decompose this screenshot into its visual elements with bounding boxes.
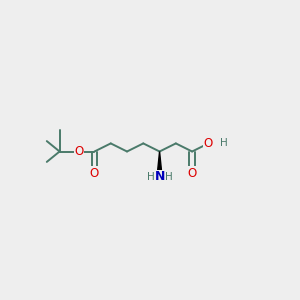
Text: H: H [147, 172, 154, 182]
Text: H: H [164, 172, 172, 182]
Text: O: O [188, 167, 197, 180]
Text: O: O [90, 167, 99, 180]
Polygon shape [157, 152, 162, 175]
Text: N: N [154, 170, 165, 183]
Text: O: O [74, 145, 83, 158]
Text: H: H [220, 138, 227, 148]
Text: O: O [204, 137, 213, 150]
